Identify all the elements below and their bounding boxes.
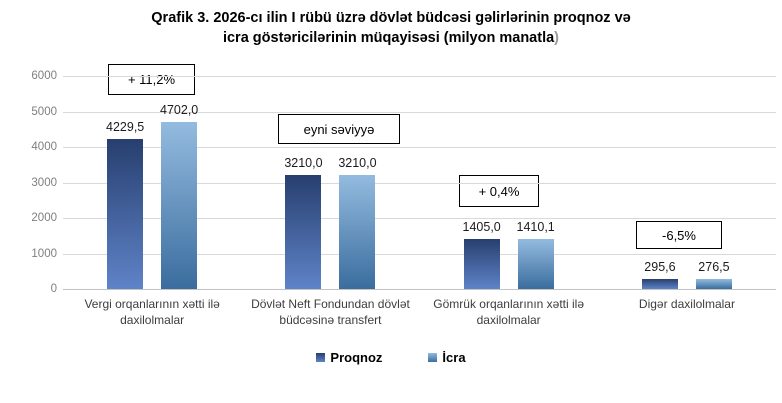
legend-label-proqnoz: Proqnoz — [330, 350, 383, 365]
bar-icra-3: 1410,1 — [517, 220, 555, 289]
bar-proqnoz-1: 4229,5 — [106, 120, 144, 289]
gridline — [63, 253, 776, 255]
legend-item-icra: İcra — [428, 350, 466, 365]
annotation-box-group4: -6,5% — [636, 221, 722, 249]
bar-value-label: 3210,0 — [338, 156, 377, 170]
y-axis-tick-label: 5000 — [31, 105, 57, 118]
chart-legend: Proqnoz İcra — [0, 350, 782, 365]
y-axis-tick-label: 6000 — [31, 70, 57, 82]
bar-proqnoz-4: 295,6 — [641, 260, 678, 289]
x-axis-category-label: Gömrük orqanlarının xətti ilə daxilolmal… — [433, 297, 585, 327]
y-axis-tick-label: 2000 — [31, 212, 57, 224]
annotation-box-group3: + 0,4% — [459, 175, 539, 207]
bar-value-label: 4229,5 — [106, 119, 145, 134]
bar-value-label: 276,5 — [698, 260, 730, 275]
bar-value-label: 1410,1 — [516, 219, 555, 234]
bar-value-label: 4702,0 — [160, 103, 199, 118]
x-axis-line — [63, 289, 776, 290]
bar-icra-2: 3210,0 — [338, 156, 377, 289]
legend-swatch-proqnoz — [316, 353, 326, 362]
legend-swatch-icra — [428, 353, 438, 362]
gridline — [63, 218, 776, 219]
y-axis-tick-label: 0 — [50, 283, 57, 295]
x-axis-category-label: Dövlət Neft Fondundan dövlət büdcəsinə t… — [251, 297, 410, 327]
gridline — [63, 182, 776, 184]
bar-value-label: 3210,0 — [284, 156, 323, 170]
gridline — [63, 147, 776, 148]
legend-item-proqnoz: Proqnoz — [316, 350, 382, 365]
bar-group: 3210,0 3210,0 — [241, 76, 419, 289]
annotation-box-group2: eyni səviyyə — [278, 114, 400, 144]
bar-group: 1405,0 1410,1 — [420, 76, 598, 289]
bar-value-label: 1405,0 — [462, 220, 501, 235]
y-axis-tick-label: 1000 — [31, 247, 57, 260]
chart-title-line1: Qrafik 3. 2026-cı ilin I rübü üzrə dövlə… — [151, 10, 631, 26]
bar-value-label: 295,6 — [644, 259, 676, 274]
y-axis-tick-label: 3000 — [31, 176, 57, 189]
chart-title-suffix: ) — [554, 30, 560, 46]
y-axis-tick-label: 4000 — [31, 141, 57, 153]
chart-title: Qrafik 3. 2026-cı ilin I rübü üzrə dövlə… — [0, 8, 782, 48]
bar-group: 295,6 276,5 — [598, 76, 776, 289]
gridline — [63, 111, 776, 113]
bar-proqnoz-3: 1405,0 — [463, 220, 501, 289]
gridline — [63, 76, 776, 77]
bar-proqnoz-2: 3210,0 — [284, 156, 323, 289]
bar-icra-4: 276,5 — [695, 260, 732, 289]
legend-label-icra: İcra — [442, 350, 466, 365]
bar-icra-1: 4702,0 — [160, 103, 198, 289]
bar-group: 4229,5 4702,0 — [63, 76, 241, 289]
x-axis-category-label: Digər daxilolmalar — [638, 297, 735, 311]
chart-title-line2: icra göstəricilərinin müqayisəsi (milyon… — [222, 30, 560, 46]
annotation-box-group1: + 11,2% — [108, 64, 195, 95]
x-axis-category-label: Vergi orqanlarının xətti ilə daxilolmala… — [84, 297, 220, 327]
